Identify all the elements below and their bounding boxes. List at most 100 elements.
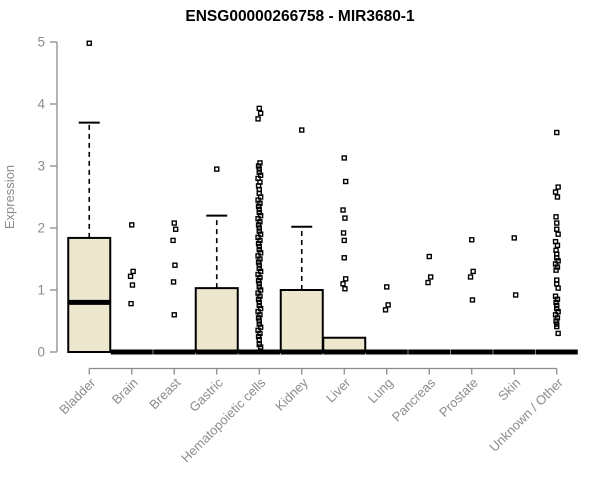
outlier-hematopoietic-cells: [256, 318, 262, 324]
outlier-liver: [342, 286, 348, 292]
outlier-brain: [127, 273, 134, 280]
y-tick-label-5: 5: [37, 35, 45, 50]
plot-area: [67, 40, 578, 355]
outlier-unknown-other: [553, 267, 559, 273]
outlier-hematopoietic-cells: [255, 259, 262, 265]
outlier-unknown-other: [552, 189, 559, 195]
outlier-unknown-other: [555, 330, 561, 337]
outlier-hematopoietic-cells: [255, 315, 262, 321]
outlier-breast: [171, 220, 177, 226]
x-label-skin: Skin: [495, 375, 523, 403]
outlier-lung: [382, 307, 389, 313]
x-label-liver: Liver: [323, 375, 354, 406]
outlier-prostate: [469, 297, 476, 303]
outlier-unknown-other: [554, 323, 560, 330]
y-tick-label-1: 1: [37, 283, 45, 298]
outlier-liver: [340, 230, 347, 236]
outlier-kidney: [299, 127, 305, 133]
outlier-hematopoietic-cells: [255, 333, 262, 340]
outlier-hematopoietic-cells: [255, 278, 262, 284]
outlier-hematopoietic-cells: [256, 336, 262, 343]
x-label-unknown-other: Unknown / Other: [486, 375, 566, 455]
outlier-hematopoietic-cells: [255, 163, 262, 169]
outlier-liver: [341, 155, 347, 161]
outlier-unknown-other: [553, 299, 559, 306]
outlier-hematopoietic-cells: [256, 206, 262, 213]
boxplot-group-skin: [493, 235, 536, 355]
outlier-unknown-other: [554, 220, 560, 226]
y-tick-label-3: 3: [37, 159, 45, 174]
outlier-brain: [129, 282, 136, 288]
outlier-prostate: [469, 237, 475, 243]
outlier-bladder: [86, 40, 92, 46]
outlier-pancreas: [427, 274, 434, 280]
outlier-unknown-other: [554, 302, 560, 309]
y-tick-label-2: 2: [37, 221, 45, 236]
outlier-liver: [342, 215, 348, 221]
outlier-unknown-other: [554, 129, 560, 136]
boxplot-group-kidney: [279, 127, 324, 355]
outlier-hematopoietic-cells: [256, 299, 262, 306]
outlier-hematopoietic-cells: [256, 225, 262, 231]
x-label-bladder: Bladder: [56, 375, 99, 418]
outlier-hematopoietic-cells: [256, 166, 262, 172]
outlier-hematopoietic-cells: [255, 222, 262, 228]
outlier-breast: [170, 279, 177, 285]
outlier-hematopoietic-cells: [256, 243, 262, 250]
boxplot-group-pancreas: [408, 253, 451, 355]
outlier-prostate: [470, 268, 476, 275]
x-label-hematopoietic-cells: Hematopoietic cells: [178, 375, 269, 466]
outlier-liver: [342, 178, 349, 185]
boxplot-group-hematopoietic-cells: [238, 105, 281, 355]
outlier-unknown-other: [554, 194, 561, 200]
x-label-gastric: Gastric: [186, 375, 226, 415]
boxplot-group-unknown-other: [535, 129, 578, 355]
boxplot-group-breast: [153, 220, 196, 355]
y-tick-label-0: 0: [37, 345, 45, 360]
boxplot-group-liver: [322, 155, 367, 355]
chart-title: ENSG00000266758 - MIR3680-1: [185, 8, 415, 25]
outlier-brain: [128, 300, 134, 307]
outlier-liver: [342, 276, 349, 282]
outlier-unknown-other: [554, 226, 560, 232]
outlier-hematopoietic-cells: [255, 203, 262, 210]
outlier-hematopoietic-cells: [257, 344, 264, 350]
outlier-breast: [170, 237, 176, 244]
box-kidney: [279, 289, 324, 353]
y-tick-label-4: 4: [37, 97, 45, 112]
outlier-gastric: [214, 166, 220, 172]
outlier-prostate: [467, 274, 474, 280]
box-bladder: [67, 236, 112, 353]
y-axis-label: Expression: [2, 165, 17, 229]
x-label-kidney: Kidney: [272, 375, 311, 414]
outlier-hematopoietic-cells: [255, 116, 261, 122]
outlier-unknown-other: [554, 242, 561, 249]
outlier-hematopoietic-cells: [256, 262, 262, 268]
outlier-pancreas: [425, 279, 431, 286]
outlier-breast: [172, 226, 179, 232]
boxplot-group-gastric: [194, 166, 239, 355]
outlier-hematopoietic-cells: [256, 281, 262, 287]
outlier-unknown-other: [555, 184, 561, 190]
outlier-breast: [171, 312, 177, 318]
boxplot-group-prostate: [450, 237, 493, 355]
outlier-unknown-other: [555, 231, 561, 237]
outlier-brain: [129, 222, 135, 228]
x-label-lung: Lung: [365, 375, 396, 406]
outlier-unknown-other: [553, 318, 559, 324]
outlier-liver: [340, 281, 346, 287]
outlier-breast: [172, 262, 178, 268]
y-axis: 0 1 2 3 4 5: [37, 35, 58, 360]
outlier-lung: [385, 302, 391, 308]
box-gastric: [194, 287, 239, 354]
outlier-hematopoietic-cells: [255, 240, 262, 247]
outlier-unknown-other: [553, 214, 559, 220]
x-label-pancreas: Pancreas: [389, 375, 439, 425]
outlier-liver: [341, 255, 347, 261]
outlier-hematopoietic-cells: [255, 296, 262, 302]
x-label-prostate: Prostate: [436, 375, 481, 420]
boxplot-group-bladder: [67, 40, 112, 353]
